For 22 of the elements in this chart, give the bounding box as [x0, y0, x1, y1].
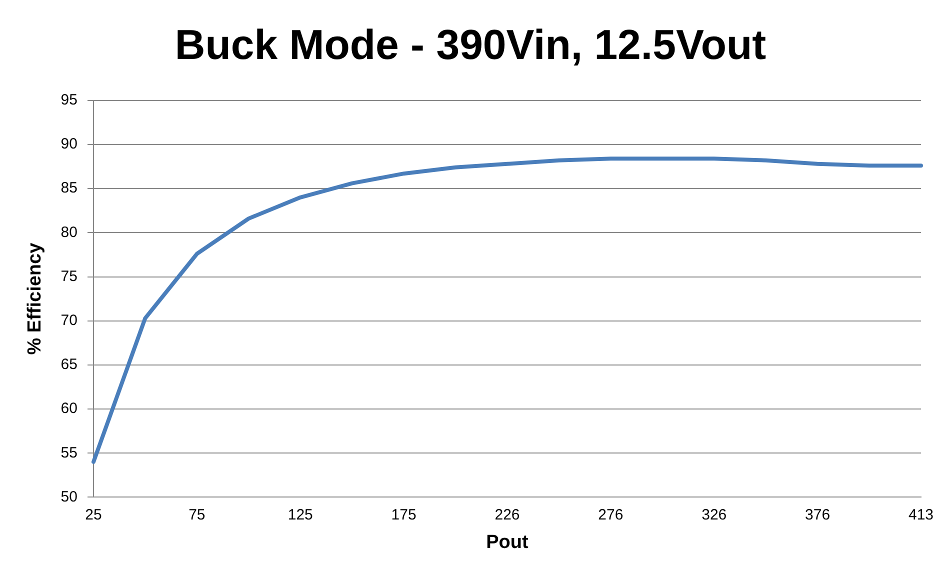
- y-tick-label: 85: [60, 180, 78, 197]
- y-tick-label: 95: [60, 92, 78, 109]
- y-tick-label: 55: [60, 444, 78, 462]
- x-tick-label: 376: [805, 506, 830, 524]
- x-axis-title: Pout: [486, 532, 530, 553]
- x-tick-label: 413: [908, 506, 934, 524]
- y-tick-label: 80: [60, 224, 78, 241]
- x-tick-label: 25: [85, 506, 102, 524]
- y-axis-title: % Efficiency: [24, 242, 46, 355]
- y-tick-label: 75: [60, 268, 78, 285]
- x-tick-label: 276: [598, 506, 624, 524]
- x-tick-label: 125: [288, 506, 313, 524]
- y-tick-label: 65: [60, 356, 78, 374]
- chart-title: Buck Mode - 390Vin, 12.5Vout: [174, 20, 766, 68]
- x-tick-label: 326: [702, 506, 727, 524]
- y-tick-label: 60: [60, 400, 78, 418]
- x-tick-label: 226: [494, 506, 520, 524]
- x-tick-label: 175: [391, 506, 416, 524]
- y-tick-label: 90: [60, 136, 78, 153]
- y-tick-label: 50: [60, 488, 78, 506]
- x-tick-label: 75: [188, 506, 206, 524]
- y-tick-label: 70: [60, 312, 78, 329]
